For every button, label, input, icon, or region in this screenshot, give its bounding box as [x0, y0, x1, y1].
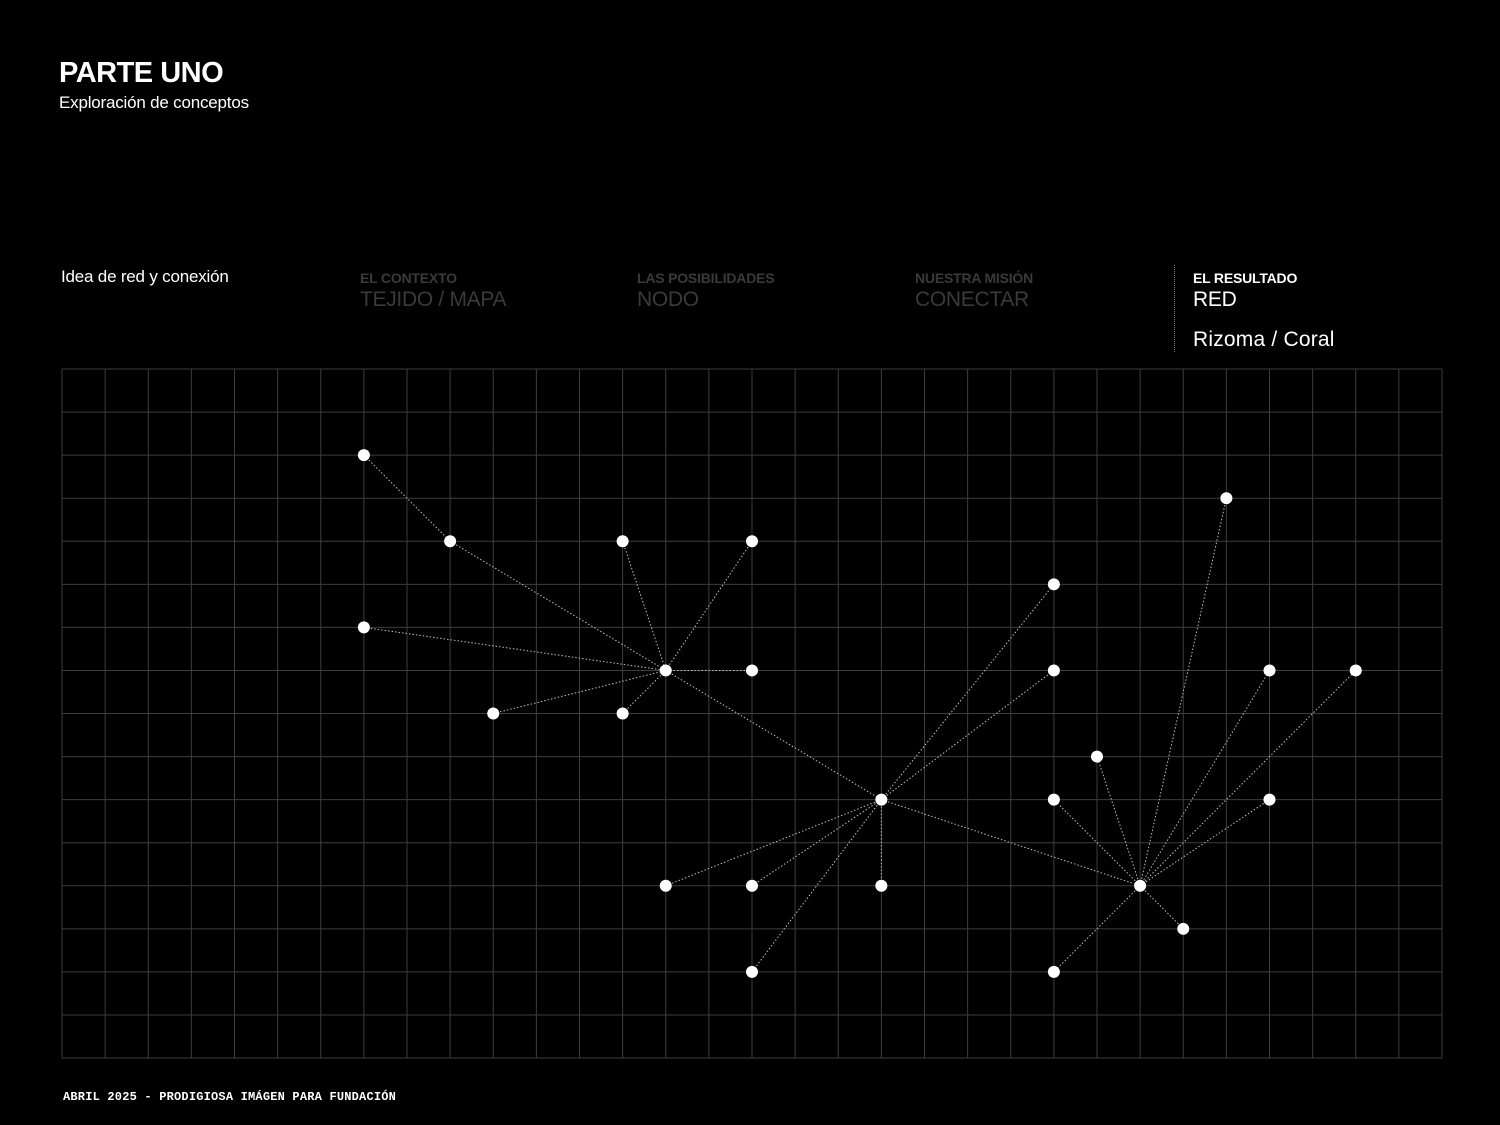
- column-context-label: EL CONTEXTO: [360, 270, 457, 286]
- network-edge: [622, 670, 667, 714]
- column-result-extra: Rizoma / Coral: [1193, 328, 1335, 351]
- network-node: [1349, 664, 1362, 677]
- network-node: [616, 535, 629, 548]
- network-node: [875, 879, 888, 892]
- network-edge: [1139, 670, 1357, 887]
- network-node: [746, 879, 758, 892]
- network-node: [487, 707, 500, 720]
- network-node: [746, 664, 758, 677]
- network-node: [1220, 492, 1233, 505]
- network-node: [746, 535, 758, 548]
- network-node: [444, 535, 457, 548]
- column-possibilities-label: LAS POSIBILIDADES: [637, 270, 775, 286]
- footer-credit: ABRIL 2025 - PRODIGIOSA IMÁGEN PARA FUND…: [63, 1090, 397, 1104]
- grid: [61, 368, 1443, 1059]
- network-edge: [1053, 885, 1141, 973]
- network-edge: [1139, 670, 1270, 887]
- network-edge: [363, 454, 451, 542]
- network-node: [357, 449, 370, 462]
- column-result-label: EL RESULTADO: [1193, 270, 1298, 286]
- network-node: [1047, 578, 1060, 591]
- network-node: [616, 707, 629, 720]
- column-context-value: TEJIDO / MAPA: [360, 288, 507, 311]
- network-edge: [1096, 756, 1141, 886]
- network-node: [746, 965, 758, 978]
- page-title: PARTE UNO: [59, 57, 224, 89]
- column-result: EL RESULTADO RED Rizoma / Coral: [1193, 269, 1335, 353]
- network-edge: [363, 626, 666, 671]
- network-node: [1134, 879, 1147, 892]
- network-node: [357, 621, 370, 634]
- column-possibilities: LAS POSIBILIDADES NODO: [637, 269, 775, 313]
- column-possibilities-value: NODO: [637, 288, 699, 311]
- column-result-value: RED: [1193, 288, 1237, 311]
- network-node: [1047, 793, 1060, 806]
- column-mission-label: NUESTRA MISIÓN: [915, 270, 1034, 286]
- network-edge: [665, 799, 882, 887]
- network-node: [875, 793, 888, 806]
- network-node: [659, 879, 672, 892]
- network-nodes: [357, 449, 1362, 978]
- network-edges: [363, 454, 1357, 973]
- network-node: [1263, 793, 1276, 806]
- network-edge: [622, 541, 667, 671]
- column-context: EL CONTEXTO TEJIDO / MAPA: [360, 269, 507, 313]
- column-mission: NUESTRA MISIÓN CONECTAR: [915, 269, 1033, 313]
- network-edge: [751, 799, 882, 887]
- network-edge: [880, 583, 1055, 800]
- column-mission-value: CONECTAR: [915, 288, 1029, 311]
- page-subtitle: Exploración de conceptos: [59, 93, 249, 112]
- network-node: [659, 664, 672, 677]
- network-edge: [665, 540, 753, 671]
- network-edge: [449, 540, 667, 671]
- network-edge: [1139, 799, 1270, 887]
- network-edge: [751, 799, 882, 973]
- network-edge: [493, 669, 666, 714]
- network-node: [1091, 750, 1103, 763]
- column-separator: [1174, 265, 1175, 352]
- network-edge: [1139, 885, 1184, 930]
- network-edge: [1053, 799, 1141, 887]
- network-node: [1263, 664, 1276, 677]
- network-edge: [665, 670, 882, 801]
- network-node: [1177, 922, 1190, 935]
- network-edge: [881, 670, 1055, 801]
- concept-title: Idea de red y conexión: [61, 267, 229, 286]
- network-node: [1047, 664, 1060, 677]
- network-node: [1047, 965, 1060, 978]
